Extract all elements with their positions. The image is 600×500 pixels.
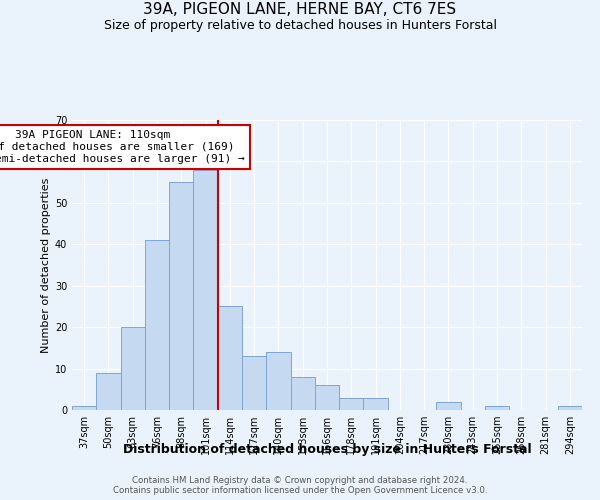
Bar (145, 240, 169, 410)
Bar (364, 398, 388, 410)
Bar (96, 372, 121, 410)
Bar (193, 170, 218, 410)
Text: Size of property relative to detached houses in Hunters Forstal: Size of property relative to detached ho… (104, 19, 497, 32)
Bar (266, 352, 290, 410)
Bar (72, 406, 96, 410)
Text: 39A PIGEON LANE: 110sqm
← 65% of detached houses are smaller (169)
35% of semi-d: 39A PIGEON LANE: 110sqm ← 65% of detache… (0, 130, 245, 164)
Bar (218, 306, 242, 410)
Bar (339, 398, 364, 410)
Bar (436, 402, 461, 410)
Text: Distribution of detached houses by size in Hunters Forstal: Distribution of detached houses by size … (122, 442, 532, 456)
Text: 39A, PIGEON LANE, HERNE BAY, CT6 7ES: 39A, PIGEON LANE, HERNE BAY, CT6 7ES (143, 2, 457, 18)
Bar (315, 385, 339, 410)
Bar (290, 377, 315, 410)
Bar (169, 182, 193, 410)
Text: Contains HM Land Registry data © Crown copyright and database right 2024.
Contai: Contains HM Land Registry data © Crown c… (113, 476, 487, 495)
Bar (242, 356, 266, 410)
Bar (485, 406, 509, 410)
Bar (121, 327, 145, 410)
Bar (558, 406, 582, 410)
Y-axis label: Number of detached properties: Number of detached properties (41, 178, 50, 352)
